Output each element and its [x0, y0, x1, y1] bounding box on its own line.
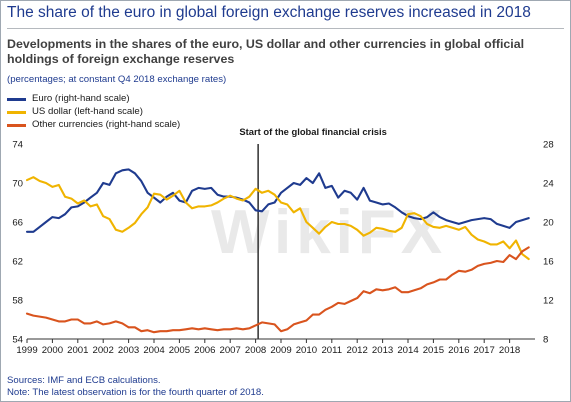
legend-swatch-other	[7, 124, 26, 127]
x-tick-label: 2011	[321, 345, 342, 356]
y-left-tick-label: 70	[12, 179, 23, 190]
x-tick-label: 2004	[143, 345, 165, 356]
series-line-usd	[25, 176, 530, 261]
y-right-tick-label: 24	[543, 179, 554, 190]
y-left-tick-label: 58	[12, 296, 23, 307]
y-right-tick-label: 16	[543, 257, 554, 268]
x-tick-label: 2000	[42, 345, 63, 356]
legend-label-euro: Euro (right-hand scale)	[32, 93, 130, 104]
units-note: (percentages; at constant Q4 2018 exchan…	[7, 74, 227, 85]
x-tick-label: 2007	[220, 345, 241, 356]
chart-title: Developments in the shares of the euro, …	[7, 37, 525, 66]
x-tick-label: 2008	[245, 345, 266, 356]
y-left-tick-label: 66	[12, 218, 23, 229]
series-line-other	[25, 246, 530, 334]
x-tick-label: 2018	[499, 345, 520, 356]
legend-label-usd: US dollar (left-hand scale)	[32, 106, 143, 117]
series-line-euro	[25, 168, 530, 233]
x-tick-label: 1999	[16, 345, 37, 356]
x-tick-label: 2010	[296, 345, 317, 356]
legend-label-other: Other currencies (right-hand scale)	[32, 119, 181, 130]
x-tick-label: 2012	[347, 345, 368, 356]
y-left-tick-label: 74	[12, 140, 23, 151]
y-right-tick-label: 20	[543, 218, 554, 229]
x-tick-label: 2015	[423, 345, 444, 356]
x-tick-label: 2006	[194, 345, 215, 356]
x-tick-label: 2013	[372, 345, 393, 356]
y-left-tick-label: 62	[12, 257, 23, 268]
footer: Sources: IMF and ECB calculations. Note:…	[7, 375, 264, 399]
y-right-tick-label: 28	[543, 140, 554, 151]
page-title: The share of the euro in global foreign …	[7, 4, 531, 21]
x-tick-label: 2003	[118, 345, 139, 356]
x-tick-label: 2009	[270, 345, 291, 356]
y-right-tick-label: 12	[543, 296, 554, 307]
crisis-annotation-label: Start of the global financial crisis	[239, 126, 386, 137]
legend-swatch-usd	[7, 111, 26, 114]
x-tick-label: 2014	[397, 345, 419, 356]
sources-note: Sources: IMF and ECB calculations.	[7, 375, 161, 386]
y-left-tick-label: 54	[12, 335, 23, 346]
x-tick-label: 2017	[474, 345, 495, 356]
x-tick-label: 2005	[169, 345, 190, 356]
x-tick-label: 2016	[448, 345, 469, 356]
title-divider	[7, 28, 564, 29]
x-tick-label: 2001	[67, 345, 88, 356]
x-tick-label: 2002	[93, 345, 114, 356]
y-right-tick-label: 8	[543, 335, 548, 346]
legend-swatch-euro	[7, 98, 26, 101]
latest-observation-note: Note: The latest observation is for the …	[7, 387, 264, 398]
